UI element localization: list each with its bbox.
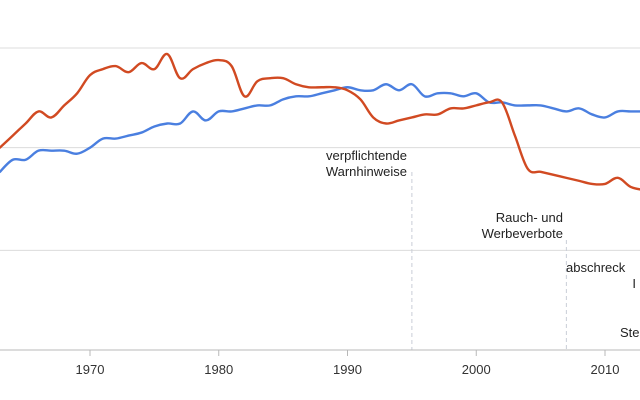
annotation-label-2: abschreck I	[566, 260, 636, 291]
annotation-label-0: verpflichtende Warnhinweise	[326, 148, 407, 179]
annotation-lines	[411, 172, 567, 350]
series-line-0	[0, 82, 640, 174]
annotation-line-text-0-1: Warnhinweise	[326, 164, 407, 179]
x-tick-label-2010: 2010	[591, 362, 620, 377]
annotation-line-text-2-0: abschreck	[566, 260, 626, 275]
annotation-labels: verpflichtende Warnhinweise Rauch- und Werb…	[326, 148, 640, 340]
x-tick-label-2000: 2000	[462, 362, 491, 377]
annotation-label-1: Rauch- und Werbeverbote	[482, 210, 563, 241]
series-lines	[0, 52, 640, 191]
gridlines	[0, 47, 640, 251]
x-tick-label-1990: 1990	[333, 362, 362, 377]
annotation-line-text-1-1: Werbeverbote	[482, 226, 563, 241]
annotation-line-text-2-1: I	[632, 276, 636, 291]
x-axis: 1970 1980 1990 2000 2010	[0, 349, 640, 377]
x-tick-label-1970: 1970	[76, 362, 105, 377]
annotation-line-text-3-0: Ste	[620, 325, 640, 340]
annotation-line-text-0-0: verpflichtende	[326, 148, 407, 163]
x-tick-label-1980: 1980	[204, 362, 233, 377]
annotation-line-text-1-0: Rauch- und	[496, 210, 563, 225]
annotation-label-3: Ste	[620, 325, 640, 340]
series-line-1	[0, 52, 640, 191]
